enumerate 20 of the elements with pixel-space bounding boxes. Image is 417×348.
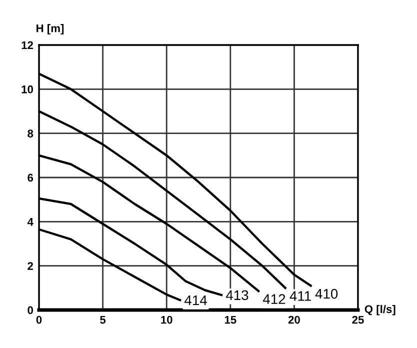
- y-axis-title: H [m]: [36, 24, 64, 34]
- x-tick-label: 20: [288, 316, 300, 324]
- x-tick-label: 5: [100, 316, 106, 324]
- y-tick-label: 8: [28, 130, 34, 138]
- y-tick-label: 4: [27, 218, 34, 226]
- x-tick-label: 15: [224, 316, 236, 324]
- x-axis-title: Q [l/s]: [364, 304, 396, 316]
- series-label: 413: [226, 290, 248, 300]
- series-label: 410: [315, 288, 338, 299]
- y-tick-label: 2: [28, 262, 33, 270]
- y-tick-label: 6: [28, 174, 34, 182]
- x-tick-label: 25: [352, 316, 364, 324]
- x-tick-label: 0: [36, 316, 42, 324]
- x-tick-label: 10: [161, 316, 172, 324]
- series-label: 412: [262, 294, 286, 304]
- y-tick-label: 12: [22, 41, 33, 50]
- y-tick-label: 0: [28, 306, 33, 314]
- series-label: 411: [290, 291, 311, 301]
- series-label: 414: [184, 295, 207, 306]
- y-tick-label: 10: [22, 85, 33, 94]
